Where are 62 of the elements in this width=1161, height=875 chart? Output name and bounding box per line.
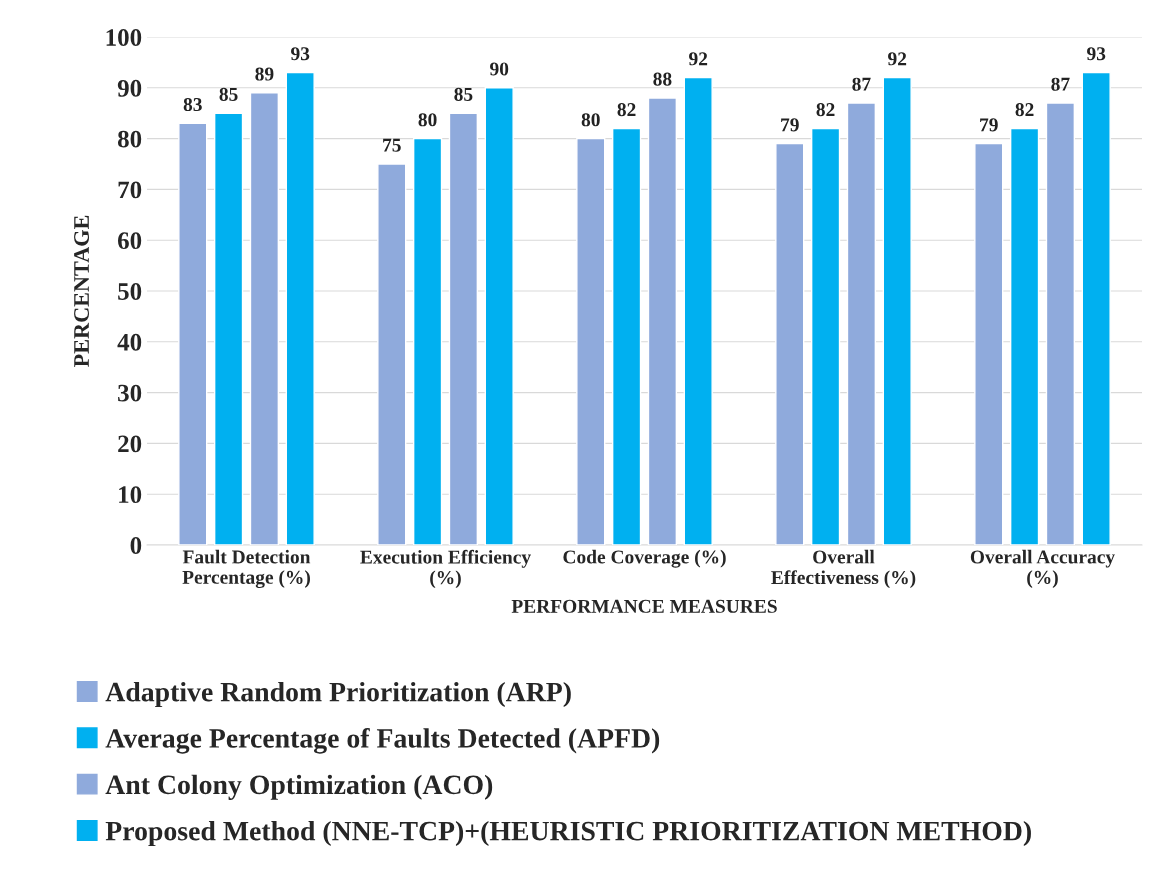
y-tick-label: 50 (118, 283, 142, 300)
data-label: 83 (183, 97, 202, 112)
bar (775, 142, 805, 545)
x-tick-label: Overall Effectiveness (%) (771, 549, 916, 589)
bar (576, 137, 606, 545)
bar (683, 76, 713, 545)
data-label: 85 (454, 87, 473, 101)
x-axis-title: PERFORMANCE MEASURES (511, 599, 777, 613)
data-label: 80 (581, 113, 600, 127)
bar (285, 71, 315, 545)
y-tick-label: 20 (118, 435, 142, 453)
bar (484, 87, 514, 545)
bar (448, 112, 479, 545)
bar (846, 102, 877, 545)
data-label: 79 (980, 118, 998, 132)
bar (1081, 71, 1111, 545)
data-label: 87 (1051, 77, 1070, 91)
legend-label: Ant Colony Optimization (ACO) (105, 774, 493, 800)
y-tick-label: 100 (106, 29, 142, 46)
y-tick-label: 10 (119, 486, 142, 504)
bar (377, 163, 407, 545)
bar (974, 142, 1004, 545)
x-tick-label: Code Coverage (%) (563, 549, 726, 568)
y-tick-label: 30 (118, 384, 142, 402)
data-label: 87 (852, 77, 871, 91)
data-label: 92 (689, 52, 708, 66)
y-tick-label: 80 (117, 130, 142, 148)
y-tick-label: 40 (117, 333, 142, 351)
x-tick-label: Fault Detection Percentage (%) (182, 549, 311, 588)
y-tick-label: 70 (118, 181, 142, 199)
data-label: 82 (1015, 103, 1034, 117)
data-label: 90 (490, 62, 509, 76)
data-label: 82 (617, 103, 636, 117)
bar (1009, 127, 1040, 545)
bar (1045, 102, 1076, 545)
bar (178, 122, 208, 545)
bar (213, 112, 244, 545)
x-tick-label: Execution Efficiency (%) (360, 549, 531, 589)
legend-label: Average Percentage of Faults Detected (APFD) (105, 727, 660, 754)
x-tick-label: Overall Accuracy (%) (970, 549, 1115, 588)
y-tick-label: 90 (117, 79, 142, 97)
y-axis-title: PERCENTAGE (74, 215, 90, 367)
bar (810, 127, 841, 545)
legend-label: Proposed Method (NNE-TCP)+(HEURISTIC PRIORITIZATION METHOD) (105, 820, 1031, 847)
bar (412, 137, 443, 545)
legend-label: Adaptive Random Prioritization (ARP) (105, 681, 571, 708)
y-tick-label: 0 (130, 537, 142, 554)
data-label: 93 (291, 47, 310, 61)
y-tick-label: 60 (117, 232, 142, 250)
bar (249, 92, 280, 545)
data-label: 89 (255, 67, 274, 81)
data-label: 75 (383, 138, 401, 152)
data-label: 93 (1087, 47, 1106, 61)
data-label: 85 (219, 87, 238, 101)
data-label: 82 (816, 103, 835, 117)
data-label: 88 (653, 72, 672, 86)
bar (611, 127, 642, 545)
data-label: 92 (888, 52, 907, 66)
bar (647, 97, 678, 545)
bar (882, 76, 912, 545)
data-label: 79 (781, 118, 799, 132)
data-label: 80 (418, 113, 437, 127)
